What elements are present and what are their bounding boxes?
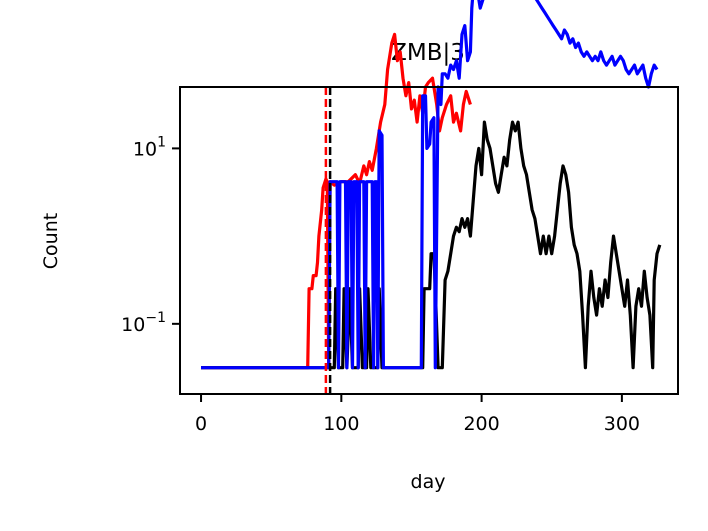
x-axis-label: day: [411, 471, 446, 493]
plot-lines: [201, 0, 662, 370]
vertical-markers: [324, 87, 332, 394]
series-line-2: [201, 0, 659, 370]
chart-title: ZMB|3: [391, 40, 465, 66]
y-axis-label: Count: [40, 213, 62, 269]
x-tick-label: 300: [604, 413, 640, 435]
x-tick-label: 0: [195, 413, 207, 435]
axes-frame: [179, 86, 679, 395]
x-tick-label: 100: [323, 413, 359, 435]
x-tick-label: 200: [463, 413, 499, 435]
y-tick-label: 101: [133, 134, 166, 160]
series-line-0: [201, 32, 472, 370]
x-axis-ticks: 0 100 200 300: [195, 394, 640, 435]
series-line-1: [201, 120, 662, 370]
y-tick-label: 10−1: [121, 310, 166, 336]
y-axis-ticks: 10−1 101: [121, 134, 180, 336]
